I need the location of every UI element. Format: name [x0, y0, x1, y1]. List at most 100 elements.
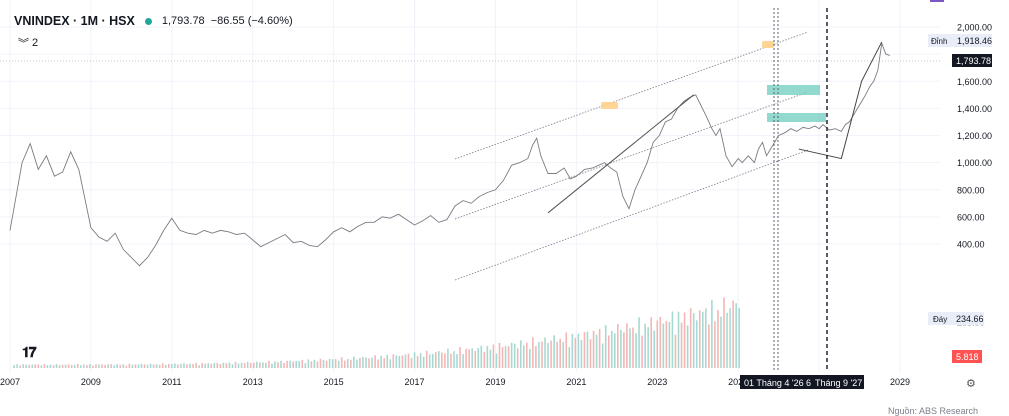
- y-tick-label: 600.00: [957, 212, 985, 222]
- volume-bar: [146, 364, 149, 368]
- volume-bar: [698, 310, 701, 368]
- trendline-2025[interactable]: [798, 41, 883, 160]
- date-marker-label: Tháng 9 '27: [815, 378, 862, 388]
- volume-bar: [459, 347, 461, 368]
- volume-bar: [553, 335, 555, 368]
- volume-bar: [665, 321, 668, 368]
- volume-bar: [422, 356, 425, 368]
- volume-bar: [234, 361, 237, 368]
- peak-marker-2025[interactable]: [762, 41, 774, 48]
- volume-badge-label: 5.818: [956, 352, 979, 362]
- volume-bar: [31, 364, 34, 368]
- volume-bar: [434, 352, 437, 368]
- volume-bar: [495, 353, 498, 368]
- volume-bar: [431, 353, 434, 368]
- volume-bar: [389, 359, 392, 368]
- volume-bar: [486, 345, 489, 368]
- volume-bar: [140, 363, 143, 368]
- volume-bar: [49, 364, 52, 368]
- volume-bar: [735, 303, 737, 368]
- volume-bar: [255, 361, 258, 368]
- settings-gear-icon[interactable]: ⚙: [966, 378, 976, 390]
- volume-bar: [307, 359, 310, 368]
- volume-bar: [623, 332, 625, 368]
- volume-bar: [110, 364, 112, 368]
- volume-bar: [316, 361, 319, 368]
- x-tick-label: 2029: [890, 377, 910, 387]
- volume-bar: [64, 364, 67, 368]
- volume-bar: [438, 351, 440, 368]
- source-credit: Nguồn: ABS Research: [888, 406, 979, 416]
- volume-bar: [289, 360, 291, 368]
- volume-bar: [143, 364, 146, 368]
- volume-bar: [322, 359, 325, 368]
- volume-bar: [125, 365, 128, 368]
- volume-bar: [319, 358, 322, 368]
- volume-bar: [535, 346, 537, 368]
- support-zone[interactable]: [767, 113, 826, 122]
- volume-bar: [538, 341, 540, 368]
- volume-bar: [574, 337, 577, 368]
- volume-bar: [128, 363, 131, 368]
- trough-value: 234.66: [956, 314, 984, 324]
- volume-bar: [137, 364, 140, 368]
- volume-bar: [413, 352, 416, 368]
- volume-bar: [711, 300, 713, 368]
- volume-bar: [568, 346, 571, 368]
- vnindex-line[interactable]: [9, 43, 891, 267]
- volume-bar: [310, 361, 313, 368]
- volume-bar: [571, 333, 574, 368]
- volume-bar: [674, 334, 677, 368]
- volume-bar: [328, 358, 331, 368]
- volume-bar: [107, 364, 109, 368]
- volume-bar: [550, 340, 552, 368]
- volume-bar: [79, 365, 82, 368]
- volume-bar: [686, 325, 689, 368]
- channel-line[interactable]: [454, 91, 809, 220]
- volume-bar: [656, 320, 659, 368]
- volume-bar: [207, 363, 210, 368]
- volume-bar: [565, 332, 568, 368]
- volume-bar: [680, 322, 683, 368]
- volume-bar: [167, 363, 170, 368]
- volume-bar: [650, 317, 653, 368]
- channel-line[interactable]: [454, 31, 809, 160]
- volume-bar: [641, 335, 643, 368]
- market-status-dot-icon: [144, 17, 152, 25]
- y-tick-label: 1,000.00: [957, 158, 992, 168]
- volume-bar: [231, 364, 234, 368]
- indicators-toggle[interactable]: ︾ 2: [18, 35, 38, 51]
- resistance-zone[interactable]: [767, 85, 820, 95]
- volume-bar: [283, 362, 285, 368]
- volume-bar: [620, 329, 622, 368]
- volume-bar: [483, 351, 486, 368]
- volume-bar: [271, 363, 273, 368]
- x-tick-label: 2007: [0, 377, 20, 387]
- volume-bar: [73, 364, 76, 368]
- indicator-count: 2: [32, 37, 39, 49]
- volume-bar: [604, 325, 607, 368]
- volume-bar: [228, 362, 231, 368]
- tradingview-logo-icon[interactable]: 𝟏𝟕: [22, 344, 37, 360]
- volume-bar: [477, 348, 480, 368]
- trendline-2020-2022[interactable]: [547, 94, 694, 214]
- x-tick-label: 2021: [566, 377, 586, 387]
- volume-bar: [720, 316, 722, 368]
- volume-bar: [116, 364, 119, 368]
- volume-bar: [398, 355, 401, 368]
- volume-bar: [359, 357, 361, 368]
- symbol-label[interactable]: VNINDEX · 1M · HSX: [14, 14, 135, 28]
- peak-marker-2022[interactable]: [601, 102, 618, 109]
- volume-bar: [529, 348, 531, 368]
- channel-line[interactable]: [454, 149, 809, 281]
- collapse-chevron-icon: ︾: [18, 38, 29, 50]
- volume-bar: [410, 357, 413, 368]
- volume-bar: [210, 363, 213, 368]
- volume-bar: [325, 360, 328, 368]
- volume-bar: [353, 356, 355, 368]
- volume-bar: [34, 364, 37, 368]
- volume-bar: [374, 355, 376, 368]
- volume-bar: [613, 333, 616, 368]
